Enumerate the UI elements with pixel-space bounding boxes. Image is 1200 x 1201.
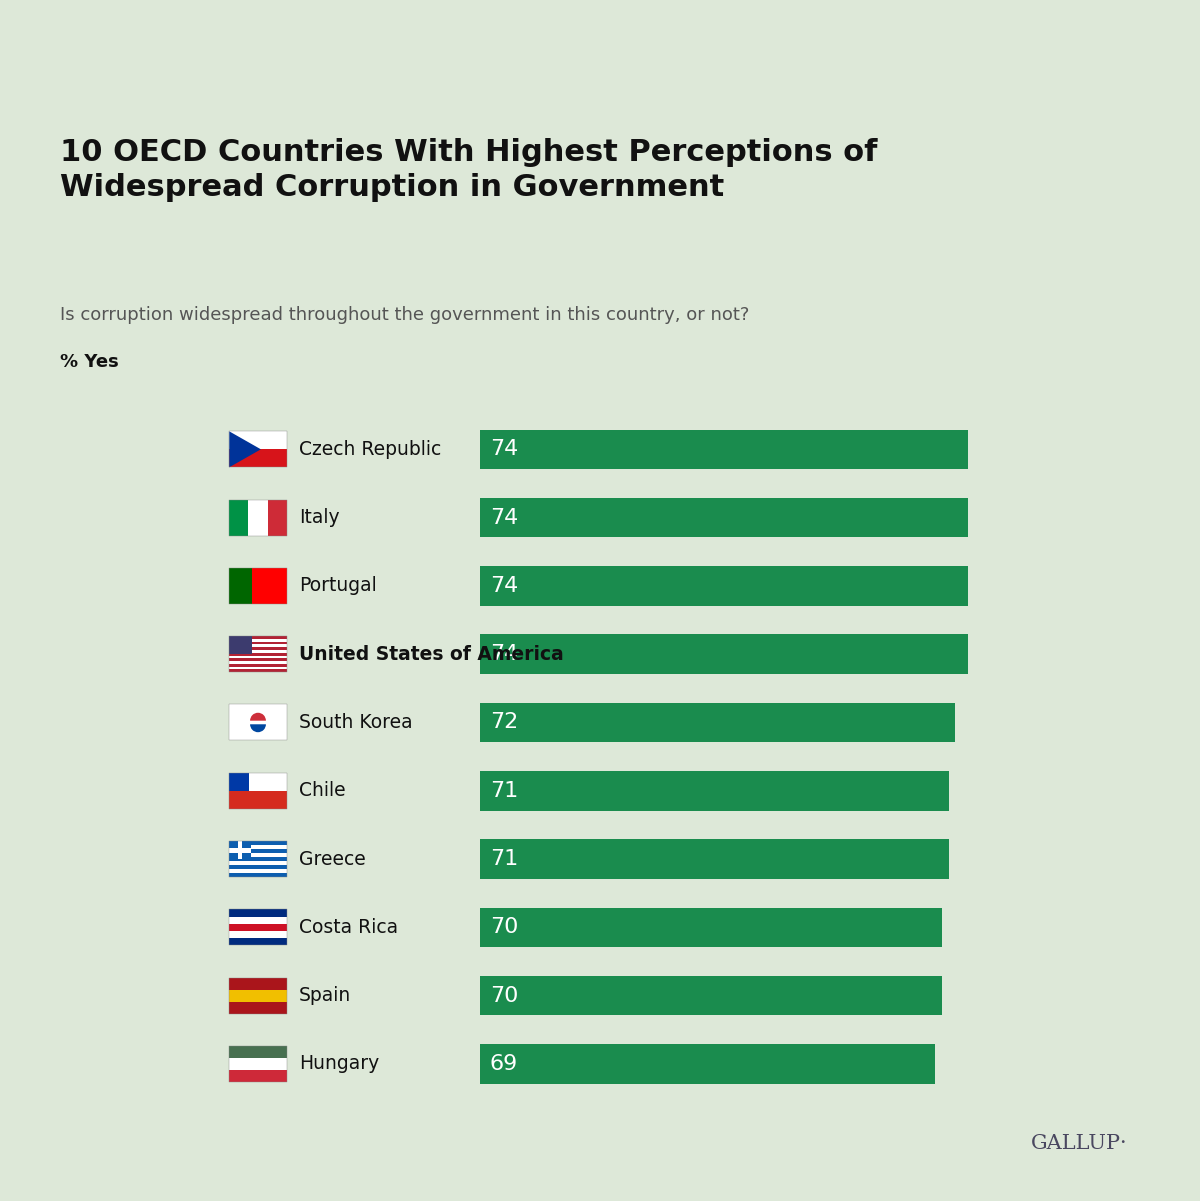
Text: South Korea: South Korea (299, 713, 413, 731)
Text: 71: 71 (490, 781, 518, 801)
Bar (480, 1044, 936, 1083)
Text: Portugal: Portugal (299, 576, 377, 596)
Text: Czech Republic: Czech Republic (299, 440, 442, 459)
Text: Chile: Chile (299, 782, 346, 800)
Text: Italy: Italy (299, 508, 340, 527)
Text: 74: 74 (490, 508, 518, 527)
Text: 71: 71 (490, 849, 518, 870)
Text: 70: 70 (490, 986, 518, 1005)
Bar (480, 634, 968, 674)
Text: United States of America: United States of America (299, 645, 564, 664)
Text: 70: 70 (490, 918, 518, 937)
Text: Is corruption widespread throughout the government in this country, or not?: Is corruption widespread throughout the … (60, 306, 749, 324)
Bar (480, 497, 968, 537)
Bar (480, 771, 949, 811)
Text: 74: 74 (490, 576, 518, 596)
Bar (480, 566, 968, 605)
Text: 10 OECD Countries With Highest Perceptions of
Widespread Corruption in Governmen: 10 OECD Countries With Highest Perceptio… (60, 138, 877, 202)
Text: Greece: Greece (299, 849, 366, 868)
Text: Hungary: Hungary (299, 1054, 379, 1074)
Bar (480, 839, 949, 879)
Text: 69: 69 (490, 1054, 518, 1074)
Text: 72: 72 (490, 712, 518, 733)
Text: Spain: Spain (299, 986, 352, 1005)
Text: Costa Rica: Costa Rica (299, 918, 398, 937)
Bar (480, 703, 955, 742)
Bar (480, 430, 968, 470)
Text: 74: 74 (490, 440, 518, 459)
Text: GALLUP·: GALLUP· (1031, 1134, 1128, 1153)
Bar (480, 908, 942, 948)
Bar (480, 976, 942, 1016)
Text: 74: 74 (490, 644, 518, 664)
Text: % Yes: % Yes (60, 353, 119, 371)
